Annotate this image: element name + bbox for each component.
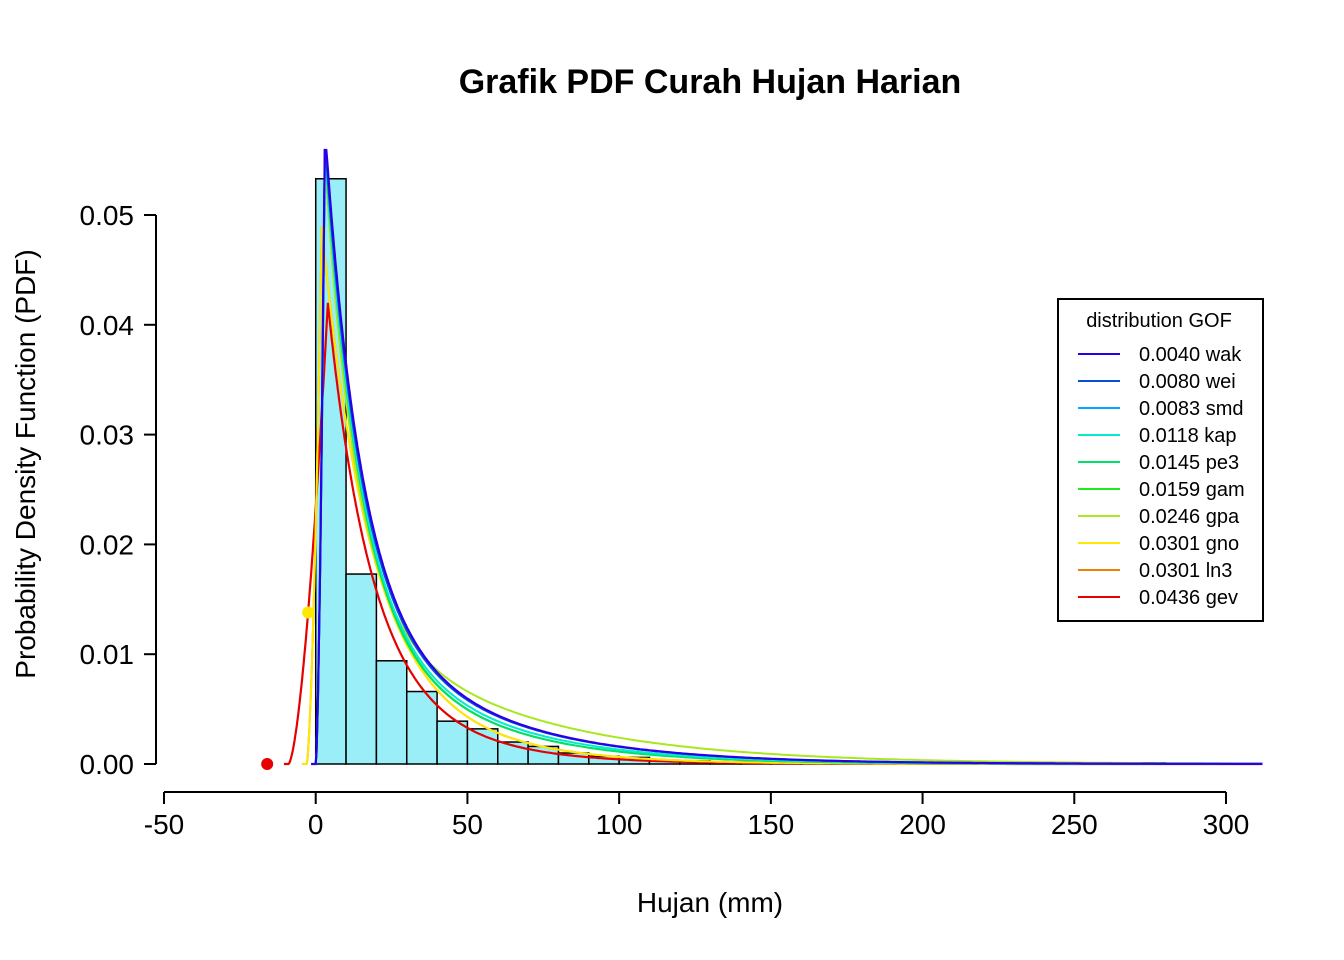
y-tick-label: 0.01 [80, 639, 135, 670]
marker-point [261, 758, 274, 770]
legend-entry: 0.0083 smd [1139, 398, 1244, 420]
legend-box [1057, 298, 1264, 622]
x-tick-label: 200 [899, 809, 946, 840]
legend-title: distribution GOF [1086, 310, 1232, 332]
marker-point [302, 606, 315, 619]
x-tick-label: -50 [144, 809, 184, 840]
histogram-bar [436, 720, 469, 765]
series-line-gpa [311, 160, 1263, 765]
legend-entry: 0.0040 wak [1139, 344, 1242, 366]
distribution-curves [283, 148, 1263, 766]
x-tick-label: 100 [596, 809, 643, 840]
legend-entry: 0.0301 gno [1139, 533, 1239, 555]
histogram-bar [345, 573, 378, 765]
y-tick-label: 0.04 [80, 310, 135, 341]
legend-entry: 0.0159 gam [1139, 479, 1245, 501]
x-tick-label: 150 [747, 809, 794, 840]
legend-entry: 0.0118 kap [1139, 425, 1237, 447]
y-tick-label: 0.00 [80, 749, 135, 780]
x-tick-label: 300 [1203, 809, 1250, 840]
y-axis-label: Probability Density Function (PDF) [10, 249, 41, 678]
x-tick-label: 0 [308, 809, 324, 840]
histogram-bar [405, 690, 438, 765]
histogram-bar [375, 660, 408, 765]
markers [261, 606, 315, 770]
y-tick-label: 0.05 [80, 200, 135, 231]
x-axis: -50 0 50 100 150 200 250 300 [144, 791, 1250, 840]
legend-entry: 0.0246 gpa [1139, 506, 1240, 528]
legend-entry: 0.0080 wei [1139, 371, 1236, 393]
series-line-wak [311, 148, 1263, 766]
legend-entry: 0.0301 ln3 [1139, 560, 1232, 582]
x-axis-label: Hujan (mm) [637, 887, 783, 918]
y-tick-label: 0.02 [80, 529, 135, 560]
legend-entry: 0.0436 gev [1139, 587, 1238, 609]
y-axis: 0.00 0.01 0.02 0.03 0.04 0.05 [80, 200, 157, 780]
chart-title: Grafik PDF Curah Hujan Harian [459, 63, 962, 101]
legend-entry: 0.0145 pe3 [1139, 452, 1239, 474]
legend-items: 0.0040 wak 0.0080 wei 0.0083 smd 0.0118 kap… [1078, 344, 1245, 609]
x-tick-label: 250 [1051, 809, 1098, 840]
x-tick-label: 50 [452, 809, 483, 840]
y-tick-label: 0.03 [80, 420, 135, 451]
